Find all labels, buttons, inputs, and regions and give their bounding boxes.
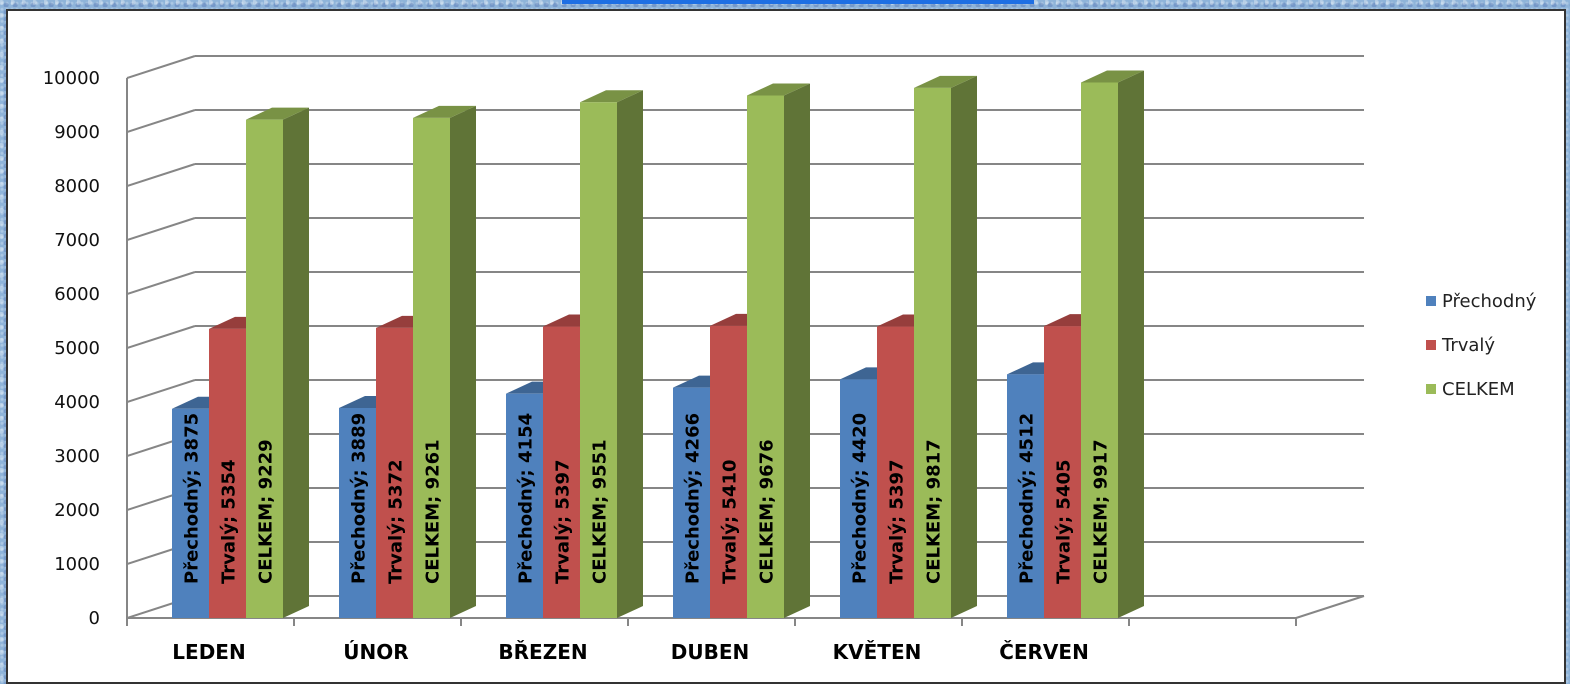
data-label: CELKEM; 9817 — [924, 439, 945, 584]
data-label: Trvalý; 5354 — [219, 459, 240, 584]
bar-side — [951, 76, 977, 618]
legend-swatch — [1426, 340, 1436, 350]
data-label: Trvalý; 5397 — [887, 459, 908, 584]
gridline-depth — [127, 326, 195, 348]
x-category-label: BŘEZEN — [498, 640, 587, 664]
x-category-label: LEDEN — [172, 640, 245, 664]
y-axis-ticks: 0 1000 2000 3000 4000 5000 6000 7000 8000 9000 100… — [43, 68, 100, 629]
y-tick-label: 1000 — [54, 554, 100, 575]
bar-side — [450, 106, 476, 618]
legend-label: Přechodný — [1442, 291, 1536, 312]
y-tick-label: 7000 — [54, 230, 100, 251]
data-label: CELKEM; 9229 — [256, 439, 277, 584]
bar-side — [784, 83, 810, 618]
bar-celkem-leden: CELKEM; 9229 — [246, 108, 309, 618]
data-label: Přechodný; 3875 — [182, 413, 203, 584]
gridline-depth — [127, 164, 195, 186]
legend-item-trvaly: Trvalý — [1426, 334, 1536, 356]
x-axis-labels: LEDEN ÚNOR BŘEZEN DUBEN KVĚTEN ČERVEN — [172, 640, 1089, 664]
bar-side — [283, 108, 309, 618]
bar-celkem-březen: CELKEM; 9551 — [580, 90, 643, 618]
y-tick-label: 6000 — [54, 284, 100, 305]
data-label: Trvalý; 5405 — [1054, 459, 1075, 584]
y-tick-label: 5000 — [54, 338, 100, 359]
gridline-depth — [127, 110, 195, 132]
y-tick-label: 3000 — [54, 446, 100, 467]
data-label: Přechodný; 4154 — [516, 413, 537, 584]
data-label: Trvalý; 5372 — [386, 459, 407, 584]
bar-celkem-únor: CELKEM; 9261 — [413, 106, 476, 618]
bar-celkem-červen: CELKEM; 9917 — [1081, 70, 1144, 618]
x-category-label: ÚNOR — [343, 640, 408, 664]
legend-label: Trvalý — [1442, 335, 1495, 356]
x-category-label: DUBEN — [671, 640, 750, 664]
x-category-label: KVĚTEN — [833, 640, 922, 664]
data-label: CELKEM; 9551 — [590, 439, 611, 584]
x-category-label: ČERVEN — [999, 640, 1089, 664]
y-tick-label: 10000 — [43, 68, 100, 89]
gridline-depth — [127, 56, 195, 78]
data-label: Trvalý; 5410 — [720, 459, 741, 584]
data-label: CELKEM; 9676 — [757, 439, 778, 584]
bars: Přechodný; 3875 Trvalý; 5354 CELKEM; 9229 P… — [172, 70, 1144, 618]
y-tick-label: 0 — [89, 608, 100, 629]
bar-celkem-duben: CELKEM; 9676 — [747, 83, 810, 618]
data-label: Přechodný; 4512 — [1017, 413, 1038, 584]
bar-side — [617, 90, 643, 618]
legend-swatch — [1426, 296, 1436, 306]
legend-item-celkem: CELKEM — [1426, 378, 1536, 400]
data-label: Trvalý; 5397 — [553, 459, 574, 584]
data-label: Přechodný; 4266 — [683, 413, 704, 584]
data-label: Přechodný; 4420 — [850, 413, 871, 584]
legend: Přechodný Trvalý CELKEM — [1426, 290, 1536, 422]
y-tick-label: 8000 — [54, 176, 100, 197]
data-label: CELKEM; 9261 — [423, 439, 444, 584]
data-label: Přechodný; 3889 — [349, 413, 370, 584]
y-tick-label: 2000 — [54, 500, 100, 521]
data-label: CELKEM; 9917 — [1091, 439, 1112, 584]
bar-celkem-květen: CELKEM; 9817 — [914, 76, 977, 618]
legend-item-prechodny: Přechodný — [1426, 290, 1536, 312]
legend-label: CELKEM — [1442, 379, 1515, 400]
y-tick-label: 4000 — [54, 392, 100, 413]
gridline-depth — [127, 218, 195, 240]
gridline-depth — [127, 272, 195, 294]
bar-side — [1118, 70, 1144, 618]
floor-depth-edge — [1296, 596, 1364, 618]
gridline-depth — [127, 380, 195, 402]
legend-swatch — [1426, 384, 1436, 394]
y-tick-label: 9000 — [54, 122, 100, 143]
